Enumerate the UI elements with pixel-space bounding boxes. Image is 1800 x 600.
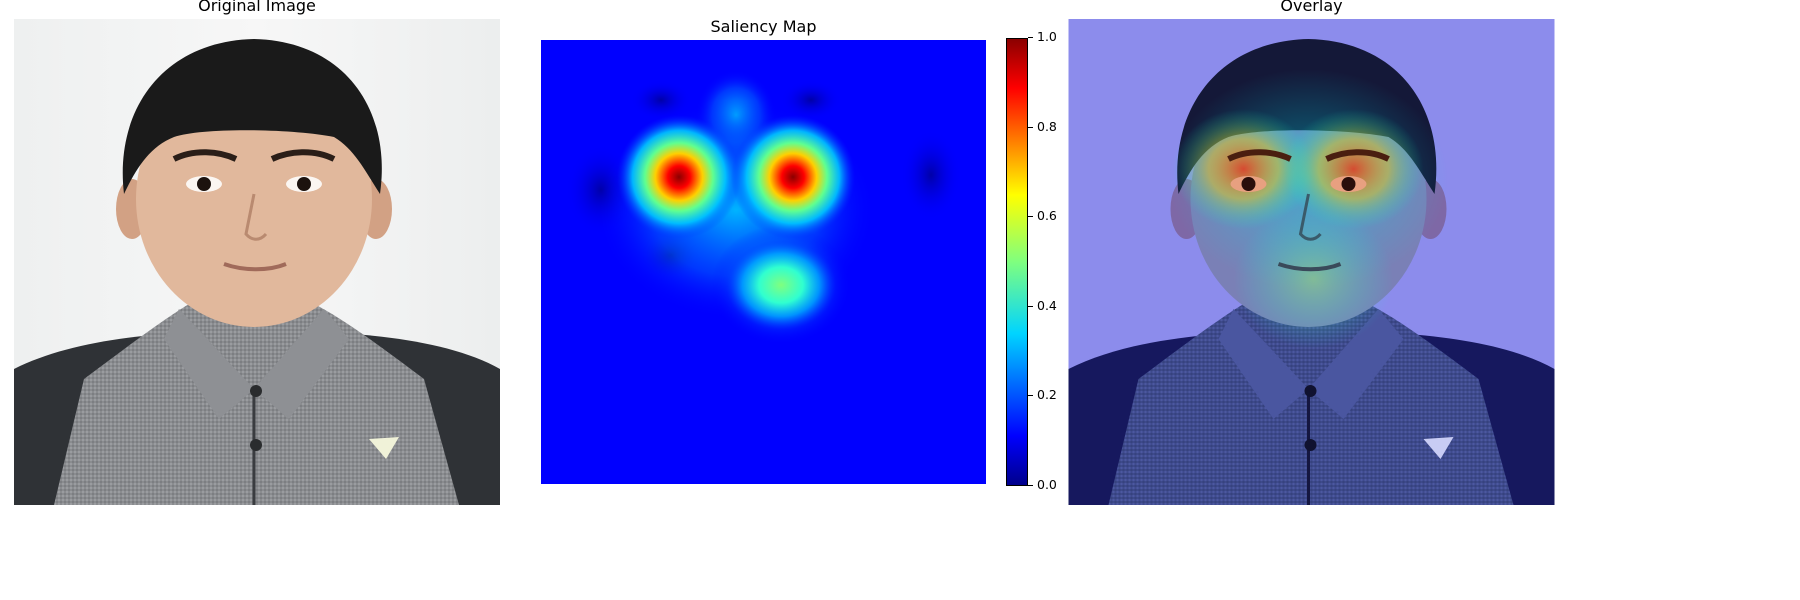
dark-spot [901,130,961,220]
right-eye-hotspot [731,115,855,239]
colorbar-tick [1028,37,1033,38]
colorbar-tick [1028,306,1033,307]
colorbar-tick [1028,395,1033,396]
left-eye-hotspot [617,115,741,239]
colorbar-tick [1028,485,1033,486]
dark-spot [781,80,841,120]
overlay-photo [1068,19,1555,505]
original-image-title: Original Image [198,0,316,15]
saliency-map-title: Saliency Map [710,17,817,36]
colorbar-tick-label: 0.4 [1037,298,1057,313]
heatmap-canvas [541,40,986,484]
saliency-heatmap [541,40,986,484]
colorbar-gradient [1007,39,1027,485]
overlay-title: Overlay [1280,0,1343,15]
colorbar-tick-label: 0.6 [1037,208,1057,223]
chin-hotspot [726,240,836,330]
colorbar-tick [1028,127,1033,128]
portrait-photo [14,19,500,505]
colorbar [1006,38,1028,486]
colorbar-tick-label: 0.2 [1037,387,1057,402]
original-image [14,19,500,505]
dark-spot [631,80,691,120]
colorbar-tick [1028,216,1033,217]
colorbar-tick-label: 0.0 [1037,477,1057,492]
colorbar-tick-label: 1.0 [1037,29,1057,44]
overlay-image [1068,19,1555,505]
colorbar-tick-label: 0.8 [1037,119,1057,134]
